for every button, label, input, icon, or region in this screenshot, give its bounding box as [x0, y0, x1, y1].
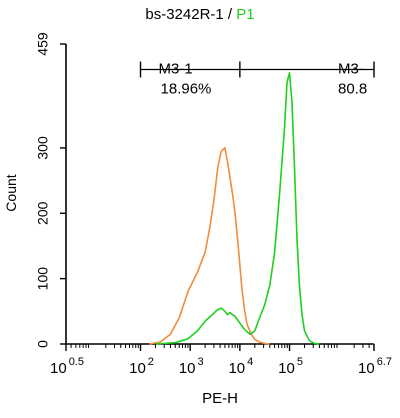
chart-title-gate: P1: [236, 6, 255, 23]
marker-label: M3-: [338, 60, 364, 77]
control-histogram-line: [149, 147, 270, 345]
y-tick-label: 300: [35, 136, 51, 160]
marker-percent: 18.96%: [161, 80, 212, 97]
marker-label: M3-1: [159, 60, 193, 77]
x-tick-label: 10 3: [179, 356, 204, 377]
y-tick-label: 459: [35, 32, 51, 56]
y-tick-label: 200: [35, 201, 51, 225]
x-tick-label: 10 0.5: [50, 356, 84, 377]
x-tick-label: 10 2: [129, 356, 154, 377]
chart-title-main: bs-3242R-1 /: [145, 6, 237, 23]
sample-histogram-line: [155, 72, 320, 345]
y-axis-label: Count: [3, 174, 19, 212]
chart-title: bs-3242R-1 / P1: [0, 6, 400, 23]
y-tick-label: 100: [35, 267, 51, 291]
marker-percent: 80.8: [338, 80, 367, 97]
y-tick-label: 0: [35, 340, 51, 348]
x-tick-label: 10 5: [278, 356, 303, 377]
x-tick-label: 10 6.7: [358, 356, 392, 377]
x-tick-label: 10 4: [228, 356, 253, 377]
x-axis-label: PE-H: [202, 390, 238, 407]
